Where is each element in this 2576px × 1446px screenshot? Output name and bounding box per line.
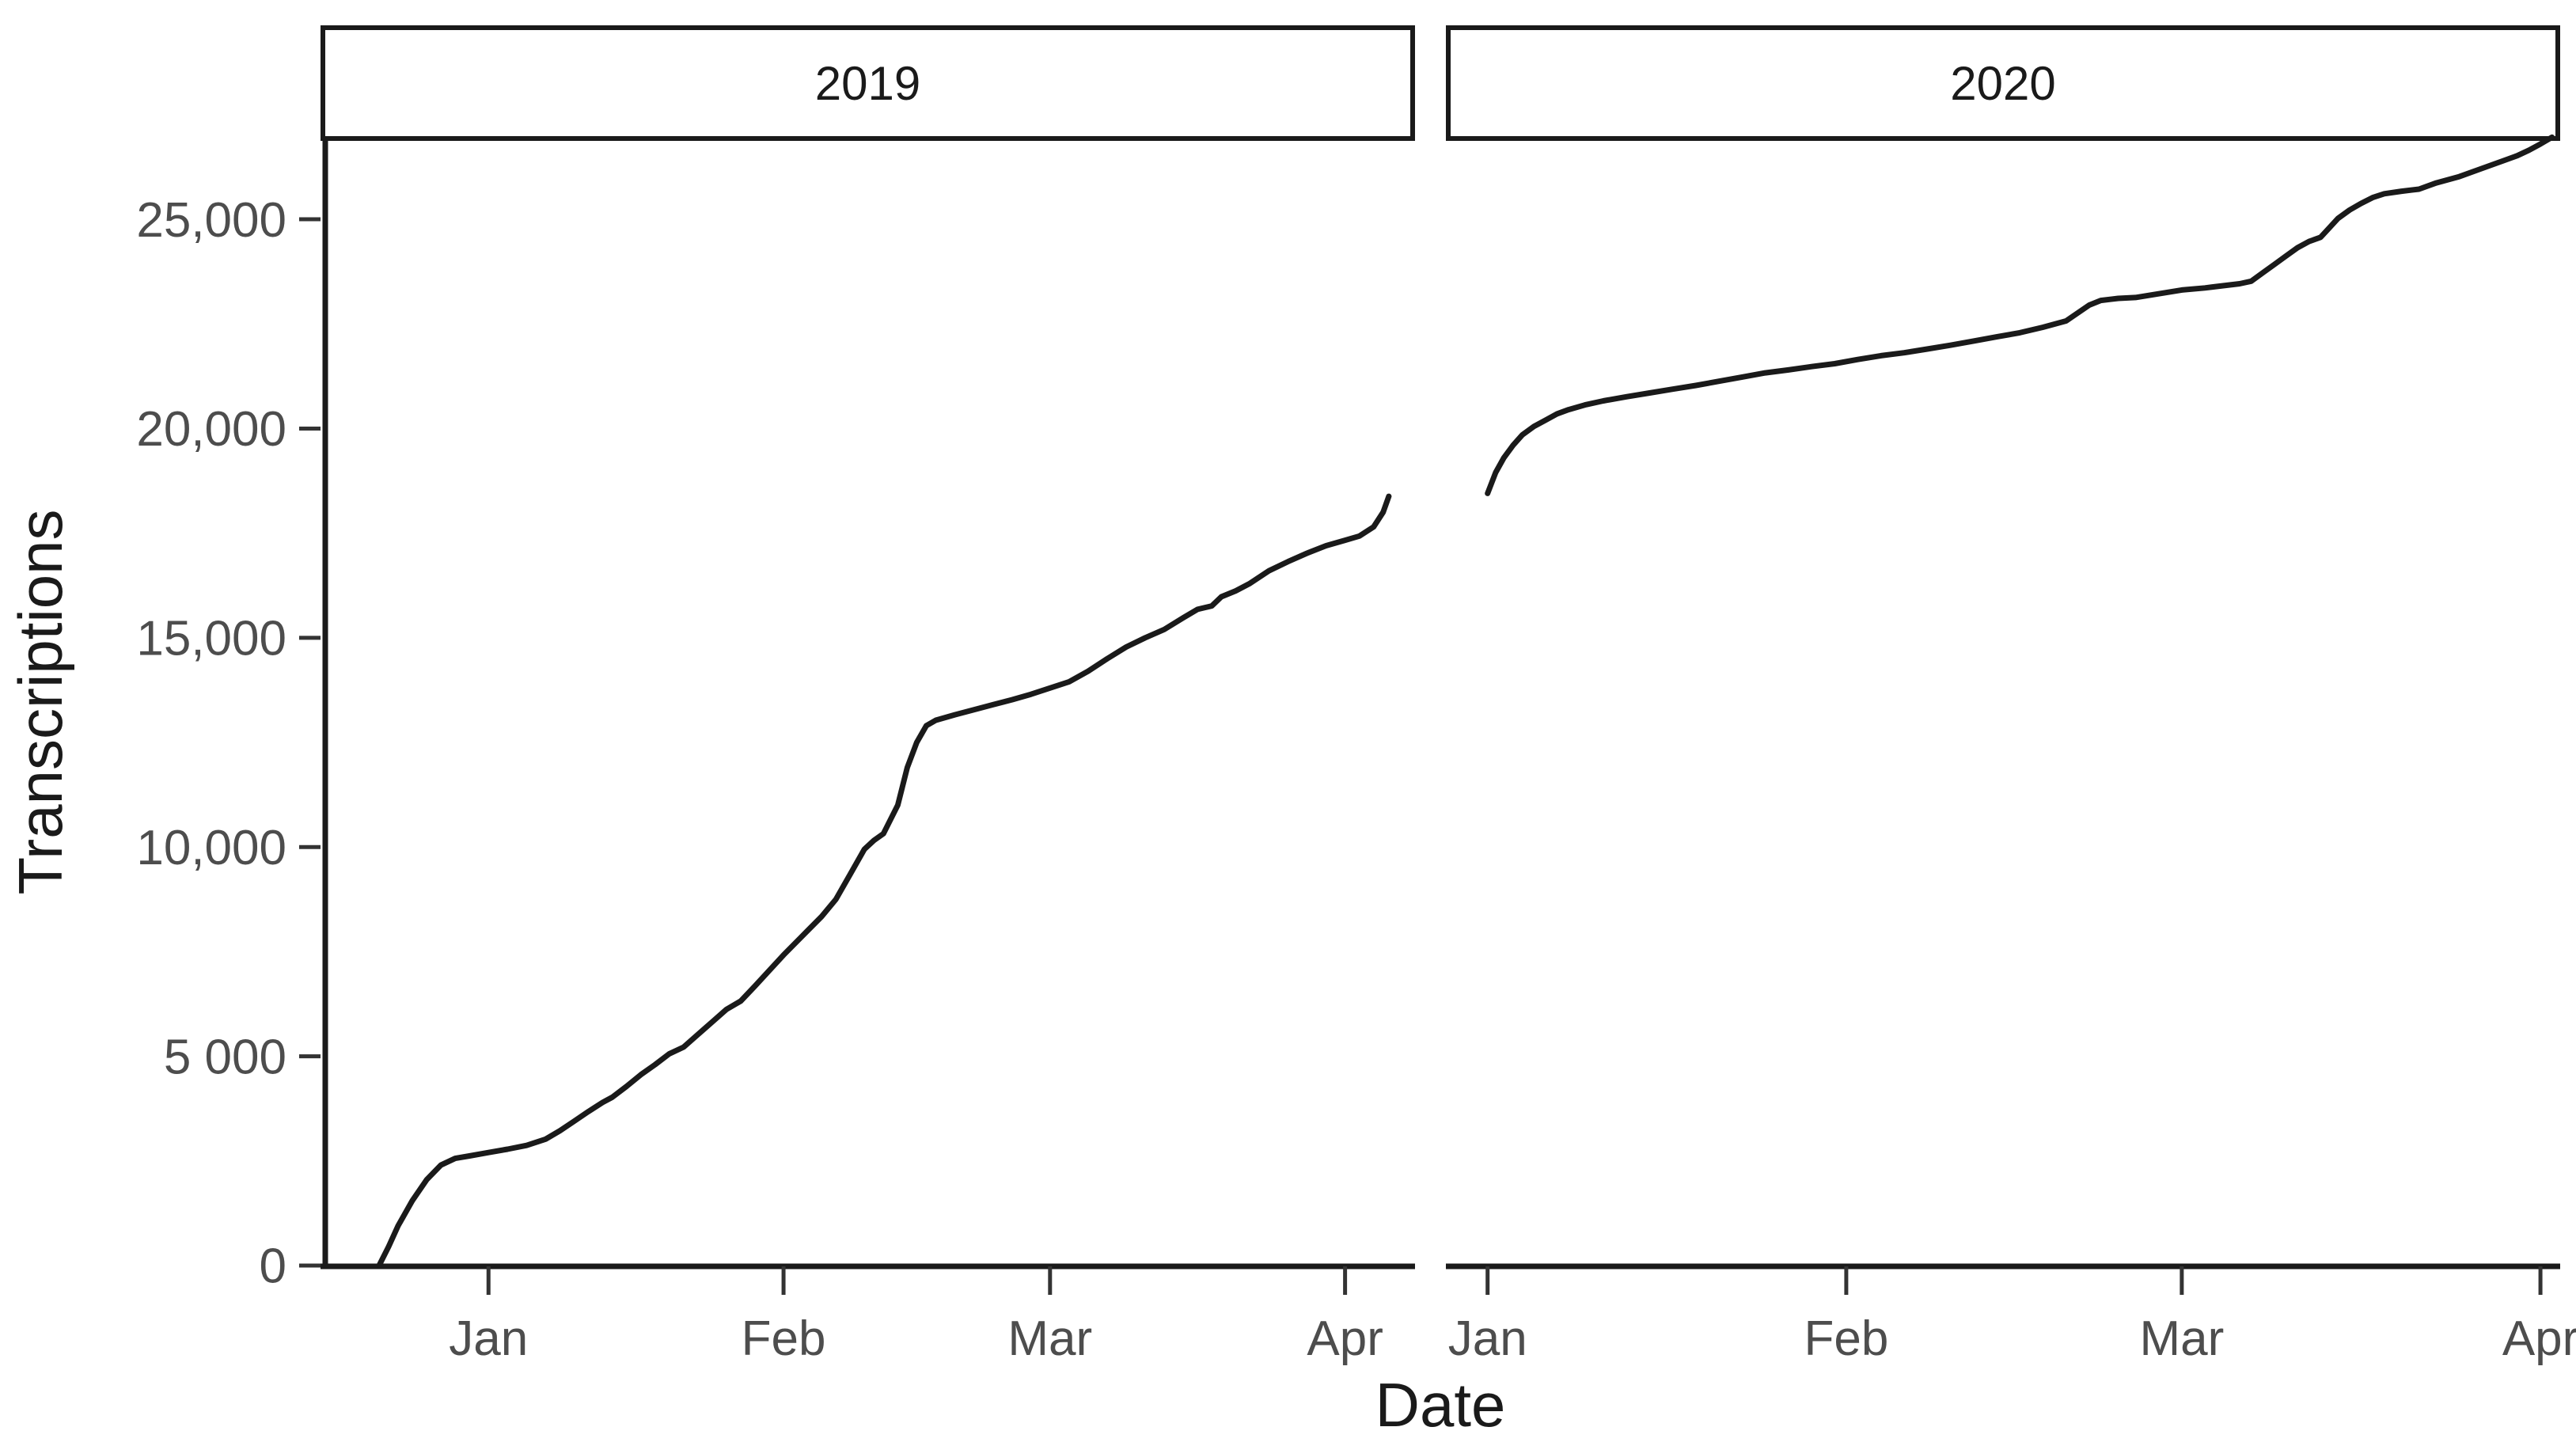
x-tick-label: Mar [2139,1311,2224,1366]
facet-strip-label: 2019 [815,57,920,110]
x-tick-label: Jan [1448,1311,1527,1366]
y-tick-label: 15,000 [136,612,286,666]
x-tick-label: Jan [449,1311,528,1366]
x-tick-label: Mar [1007,1311,1092,1366]
x-tick-label: Feb [742,1311,826,1366]
y-axis-title: Transcriptions [6,510,75,895]
series-line-2019 [376,493,1392,1269]
y-tick-label: 25,000 [136,193,286,248]
x-axis-title: Date [1375,1370,1506,1440]
facet-strip-2019 [321,25,1415,141]
x-tick-label: Apr [2502,1311,2576,1366]
x-tick-label: Apr [1307,1311,1383,1366]
y-tick-label: 0 [260,1239,286,1294]
y-tick-label: 5 000 [164,1030,286,1084]
x-tick-label: Feb [1804,1311,1888,1366]
series-line-2020 [1485,134,2555,496]
y-tick-label: 20,000 [136,402,286,457]
y-tick-label: 10,000 [136,821,286,875]
facet-strip-2020 [1446,25,2560,141]
facet-strip-label: 2020 [1950,57,2055,110]
chart-generated-layer: 2019 Jan Feb Mar Apr 0 5 000 10,000 15,000 20,000… [136,25,2576,1366]
